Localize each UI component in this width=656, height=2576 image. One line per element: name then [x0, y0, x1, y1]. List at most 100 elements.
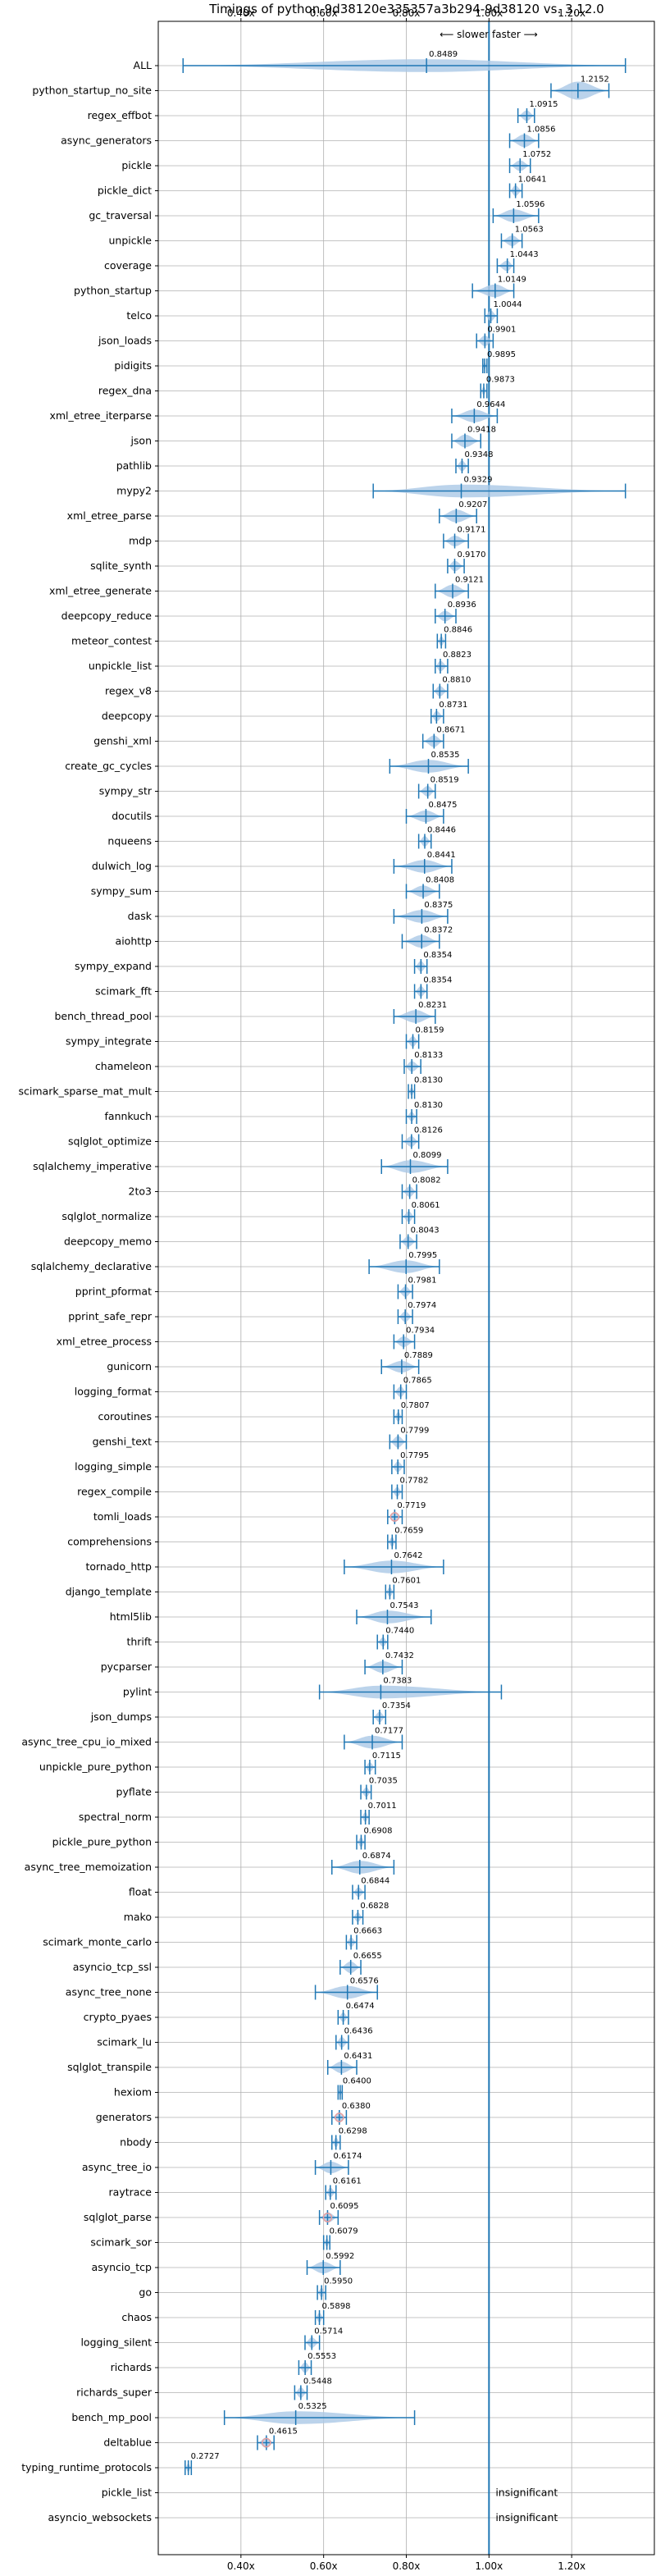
value-label: 1.0752 [522, 150, 551, 159]
value-label: 0.6436 [344, 2027, 373, 2036]
value-label: 1.0856 [526, 126, 555, 135]
value-label: 0.2727 [191, 2452, 220, 2461]
benchmark-label: docutils [112, 810, 152, 822]
value-label: 0.8535 [430, 751, 459, 760]
benchmark-label: json_dumps [90, 1710, 152, 1723]
value-label: 1.0149 [498, 276, 526, 285]
mean-marker [335, 2112, 344, 2122]
value-label: 0.9873 [486, 376, 515, 385]
chart-title: Timings of python-9d38120e335357a3b294-9… [208, 2, 604, 16]
benchmark-label: regex_effbot [88, 109, 152, 121]
benchmark-label: unpickle_pure_python [39, 1761, 152, 1773]
benchmark-label: mypy2 [116, 485, 152, 497]
benchmark-label: deepcopy_reduce [61, 610, 153, 622]
value-label: 0.6655 [353, 1952, 382, 1961]
value-label: 0.8446 [427, 826, 456, 835]
benchmark-label: async_tree_memoization [25, 1861, 152, 1873]
benchmark-label: meteor_contest [71, 635, 152, 647]
insignificant-label: insignificant [495, 2511, 558, 2523]
value-label: 0.4615 [269, 2428, 298, 2437]
benchmark-label: float [129, 1886, 152, 1898]
benchmark-label: pyflate [116, 1786, 153, 1798]
value-label: 1.0596 [516, 200, 544, 209]
value-label: 1.0641 [518, 176, 547, 185]
benchmark-label: pycparser [101, 1660, 153, 1673]
x-tick-label-bottom: 1.20x [558, 2560, 585, 2572]
value-label: 0.7974 [408, 1301, 436, 1310]
benchmark-label: pickle_dict [98, 185, 152, 197]
benchmark-label: gunicorn [107, 1360, 152, 1372]
value-label: 0.7440 [385, 1627, 414, 1636]
benchmark-label: deepcopy_memo [64, 1235, 152, 1248]
benchmark-label: unpickle_list [89, 660, 152, 672]
value-label: 0.6874 [362, 1852, 391, 1861]
value-label: 1.0044 [494, 300, 522, 309]
benchmark-label: create_gc_cycles [65, 760, 152, 772]
benchmark-label: fannkuch [105, 1110, 152, 1122]
x-tick-label-bottom: 0.60x [310, 2560, 338, 2572]
benchmark-label: gc_traversal [89, 209, 152, 222]
value-label: 0.9329 [464, 476, 493, 485]
benchmark-label: genshi_text [93, 1436, 152, 1448]
benchmark-label: xml_etree_parse [67, 509, 153, 522]
value-label: 0.6431 [344, 2052, 372, 2061]
value-label: 0.8810 [442, 676, 471, 685]
benchmark-label: 2to3 [129, 1185, 152, 1198]
benchmark-label: mako [124, 1911, 152, 1923]
value-label: 0.8082 [412, 1176, 441, 1185]
benchmark-label: regex_compile [77, 1486, 152, 1498]
value-label: 0.9348 [464, 450, 493, 459]
value-label: 0.7035 [369, 1777, 398, 1786]
value-label: 0.7383 [383, 1677, 412, 1686]
benchmark-label: sympy_str [99, 785, 153, 797]
value-label: 0.7642 [394, 1551, 422, 1560]
value-label: 0.5448 [303, 2377, 332, 2386]
benchmark-label: hexiom [114, 2086, 152, 2099]
value-label: 0.9207 [458, 500, 487, 509]
benchmark-label: pprint_safe_repr [68, 1310, 153, 1322]
benchmark-label: async_generators [61, 135, 152, 147]
benchmark-label: async_tree_cpu_io_mixed [21, 1736, 152, 1748]
value-label: 0.7543 [390, 1601, 418, 1610]
benchmark-label: scimark_lu [97, 2036, 152, 2048]
value-label: 0.6663 [353, 1927, 382, 1936]
benchmark-label: pylint [123, 1686, 152, 1698]
value-label: 0.7432 [385, 1651, 414, 1660]
value-label: 0.8231 [418, 1001, 447, 1010]
value-label: 0.6174 [333, 2152, 362, 2161]
x-tick-label-top: 0.60x [310, 7, 338, 19]
value-label: 0.8936 [448, 601, 476, 610]
value-label: 0.8441 [427, 851, 456, 860]
benchmark-label: dulwich_log [92, 860, 152, 872]
benchmark-label: sympy_expand [75, 960, 152, 972]
benchmark-label: sqlalchemy_declarative [31, 1260, 153, 1272]
benchmark-label: typing_runtime_protocols [21, 2461, 152, 2473]
value-label: 0.8375 [424, 901, 453, 910]
value-label: 0.7011 [368, 1802, 397, 1811]
value-label: 0.6908 [363, 1827, 392, 1836]
benchmark-label: dask [128, 910, 153, 922]
benchmark-label: pickle_list [102, 2487, 152, 2499]
benchmark-label: spectral_norm [79, 1811, 152, 1823]
benchmark-label: logging_format [75, 1386, 152, 1398]
benchmark-label: async_tree_none [66, 1986, 153, 1998]
value-label: 0.7601 [392, 1577, 421, 1586]
value-label: 0.7799 [400, 1427, 429, 1436]
benchmark-label: genshi_xml [93, 735, 152, 747]
benchmark-label: asyncio_tcp_ssl [73, 1961, 152, 1973]
value-label: 0.7177 [375, 1727, 403, 1736]
value-label: 1.0915 [529, 100, 558, 109]
value-label: 0.8354 [423, 976, 452, 985]
value-label: 1.2152 [581, 75, 609, 84]
value-label: 0.8159 [416, 1026, 444, 1035]
benchmark-label: asyncio_websockets [48, 2511, 152, 2523]
x-tick-label-bottom: 0.80x [393, 2560, 421, 2572]
benchmark-label: coverage [104, 259, 152, 272]
value-label: 0.7889 [404, 1351, 433, 1360]
benchmark-label: python_startup [74, 285, 152, 297]
value-label: 0.7719 [397, 1501, 426, 1510]
benchmark-label: html5lib [110, 1610, 152, 1623]
value-label: 0.7995 [408, 1251, 437, 1260]
value-label: 0.5950 [324, 2277, 353, 2286]
benchmark-label: django_template [66, 1586, 153, 1598]
